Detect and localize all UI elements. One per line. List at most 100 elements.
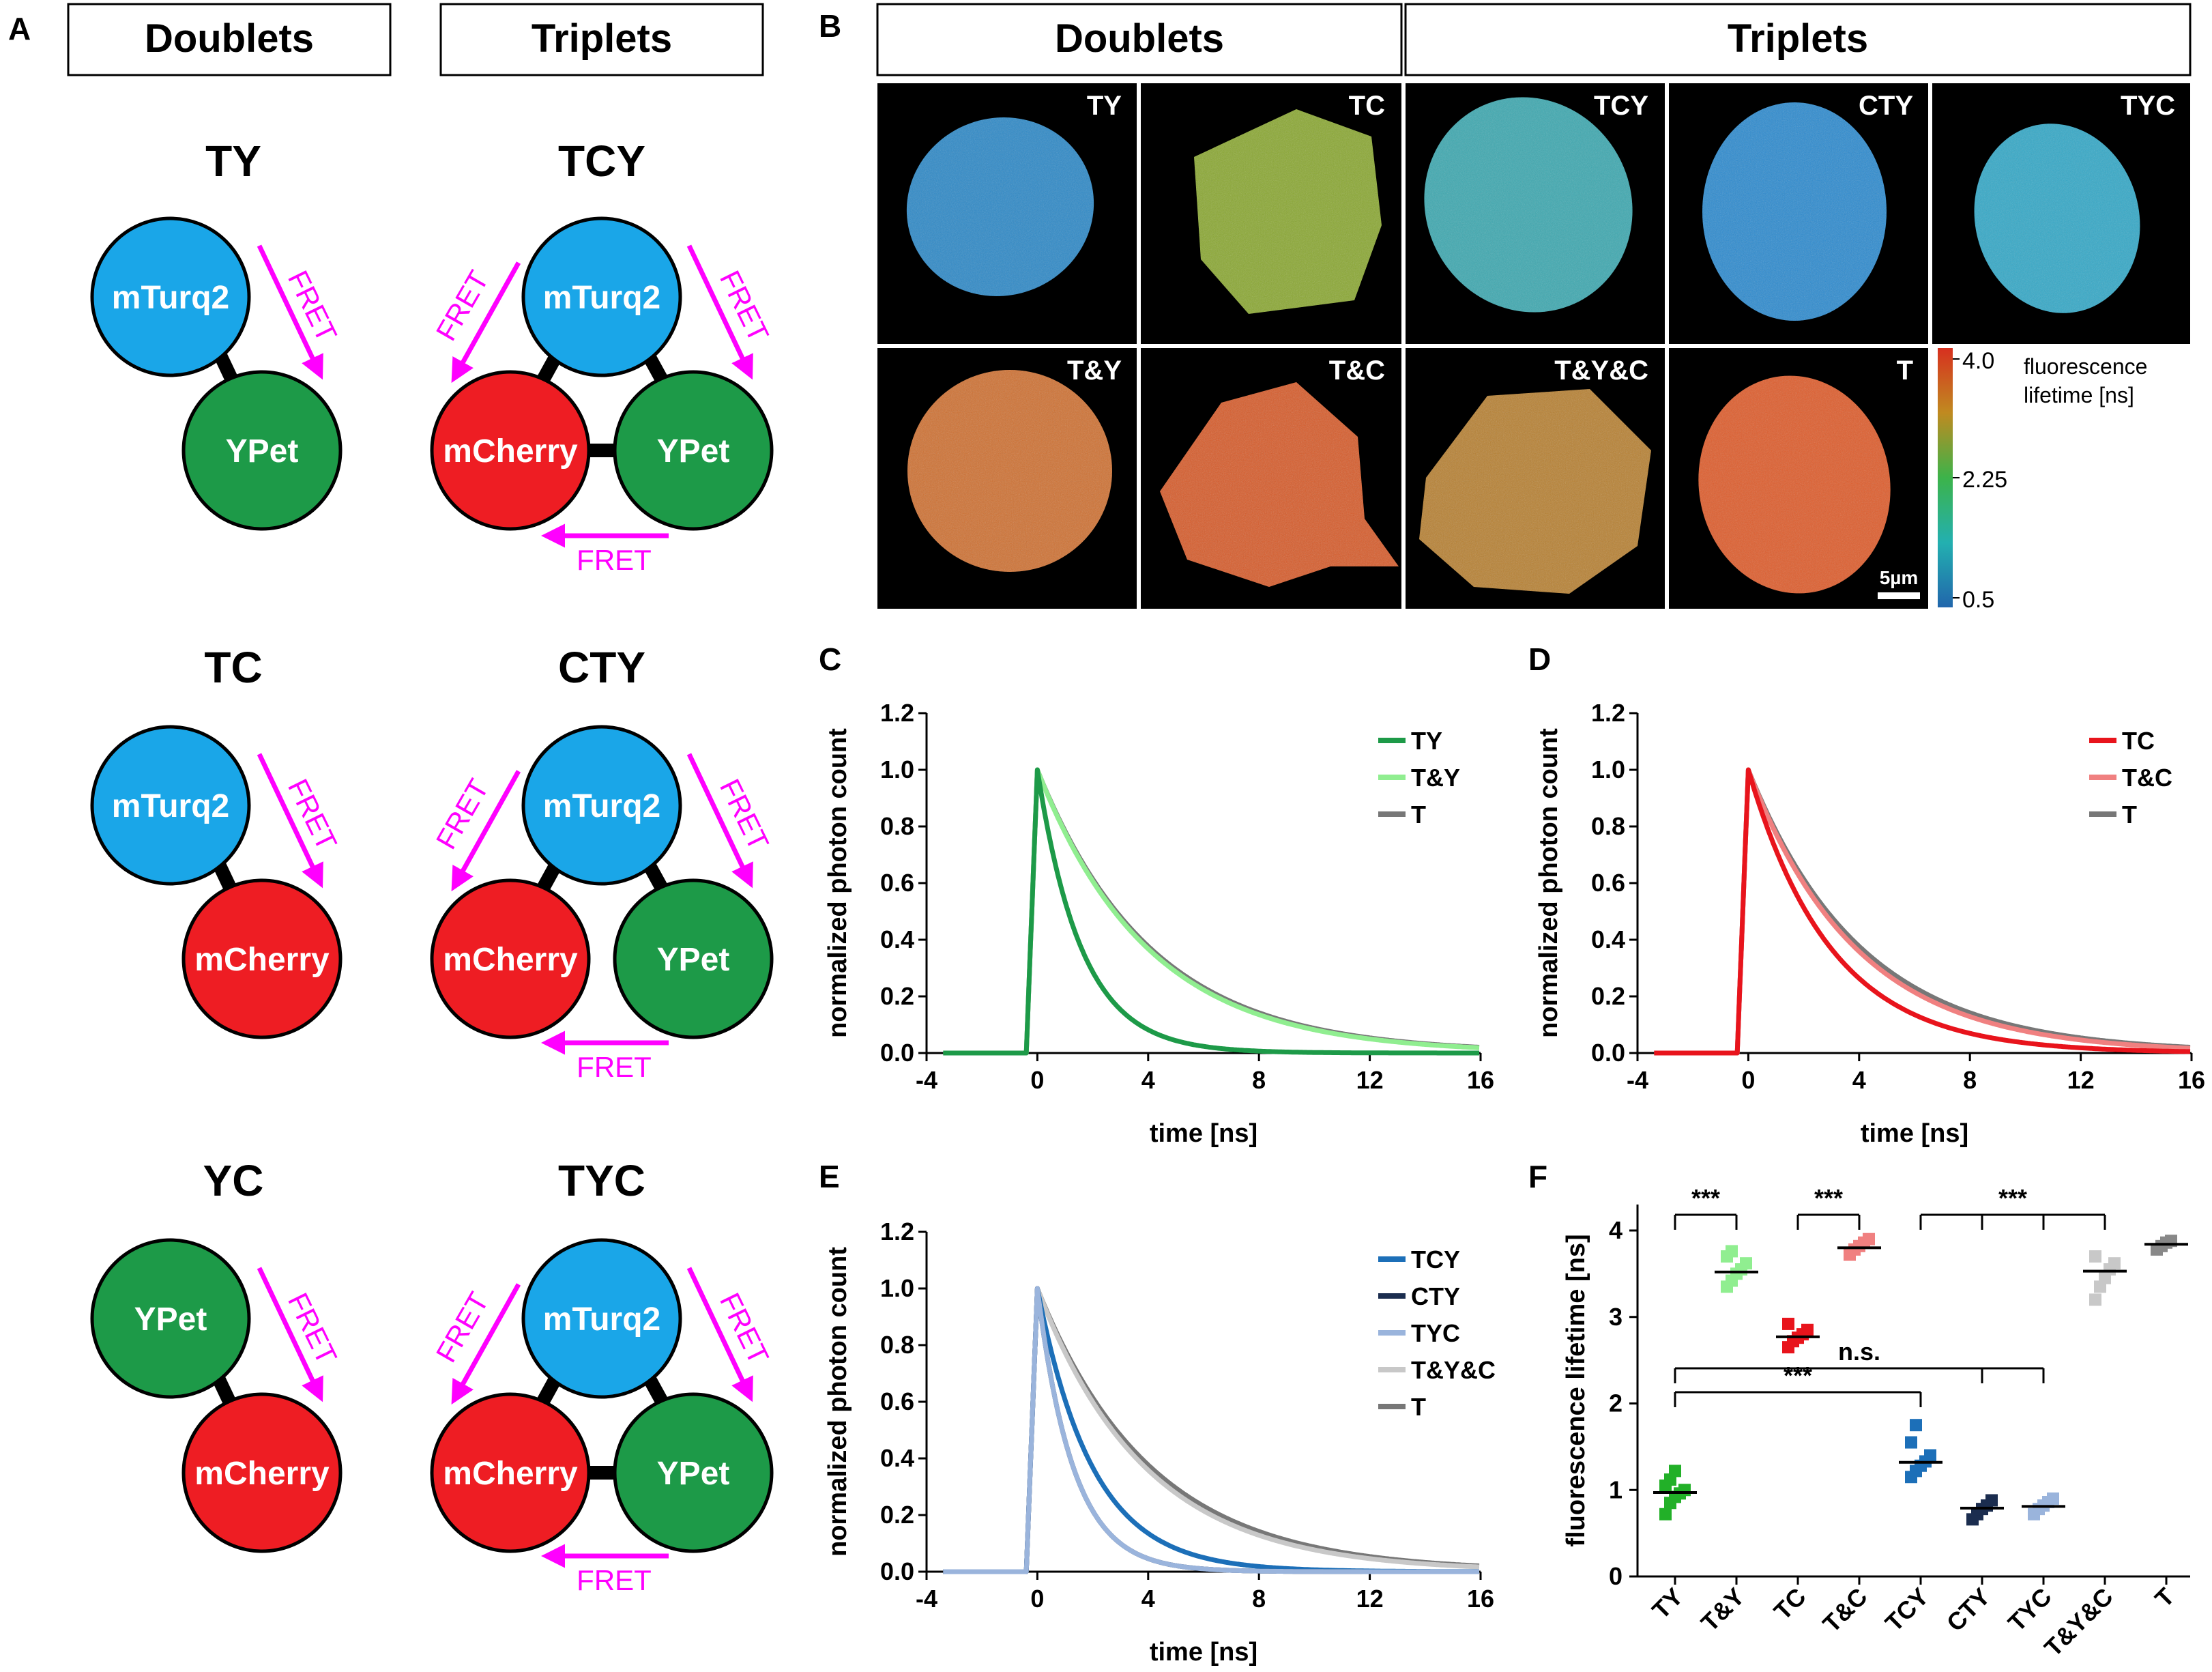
- microscopy-grid: TY TC TCY CTY TYC: [877, 83, 2190, 609]
- data-point: [2108, 1257, 2121, 1270]
- data-point: [1863, 1233, 1875, 1245]
- y-tick-label: 4: [1609, 1216, 1622, 1244]
- fret-label: FRET: [282, 774, 343, 855]
- x-tick-label: 12: [1356, 1066, 1384, 1094]
- y-tick-label: 3: [1609, 1303, 1622, 1331]
- x-tick-label: 4: [1141, 1066, 1155, 1094]
- cell-image-t-and-c: T&C: [1141, 348, 1401, 609]
- node-label: mTurq2: [543, 788, 660, 824]
- mcherry-node: [430, 1392, 591, 1553]
- y-tick-label: 1.2: [880, 1217, 914, 1245]
- y-tick-label: 0.8: [1591, 812, 1625, 840]
- series-line: [1653, 767, 2192, 1056]
- data-point: [1910, 1419, 1922, 1432]
- x-tick-label: -4: [916, 1066, 937, 1094]
- fret-label: FRET: [714, 265, 775, 347]
- doublets-header-box: Doublets: [67, 3, 392, 76]
- x-tick-label: 8: [1252, 1585, 1266, 1613]
- y-tick-label: 0.6: [880, 869, 914, 897]
- image-label: T&Y: [1067, 356, 1122, 386]
- x-tick-label: 4: [1852, 1066, 1866, 1094]
- node-label: mCherry: [194, 942, 330, 978]
- node-label: mCherry: [443, 433, 578, 470]
- y-tick-label: 0.2: [880, 1501, 914, 1529]
- node-label: YPet: [657, 942, 730, 978]
- image-label: TCY: [1594, 91, 1648, 121]
- fret-label: FRET: [577, 544, 652, 576]
- fret-arrow: [686, 244, 753, 380]
- data-point: [1740, 1257, 1752, 1270]
- x-tick-label: T&C: [1817, 1583, 1872, 1638]
- cell-image-tyc: TYC: [1932, 83, 2190, 344]
- legend-label: TC: [2122, 727, 2155, 755]
- node-label: YPet: [657, 1456, 730, 1492]
- x-tick-label: 0: [1030, 1585, 1044, 1613]
- legend-label: T&Y: [1411, 764, 1460, 792]
- x-tick-label: -4: [916, 1585, 937, 1613]
- data-point: [2089, 1250, 2101, 1263]
- x-tick-label: 0: [1741, 1066, 1755, 1094]
- data-point: [1659, 1508, 1672, 1520]
- colorbar-title: fluorescence: [2024, 354, 2147, 379]
- colorbar-title: lifetime [ns]: [2024, 383, 2134, 407]
- colorbar-tick: 4.0: [1962, 348, 1994, 374]
- construct-tc: TC mTurq2 mCherry FRET: [90, 643, 343, 1039]
- fret-label: FRET: [430, 265, 495, 346]
- colorbar: 4.0 2.25 0.5 fluorescence lifetime [ns]: [1938, 348, 2147, 613]
- legend-label: CTY: [1411, 1282, 1460, 1310]
- x-tick-label: TY: [1646, 1583, 1689, 1625]
- fret-arrow: [451, 261, 521, 384]
- node-label: mCherry: [194, 1456, 330, 1492]
- panel-letter-a: A: [8, 11, 31, 46]
- y-tick-label: 0.0: [880, 1039, 914, 1067]
- x-tick-label: 0: [1030, 1066, 1044, 1094]
- x-tick-label: 8: [1252, 1066, 1266, 1094]
- x-axis-label: time [ns]: [1150, 1119, 1257, 1148]
- node-label: YPet: [134, 1301, 207, 1338]
- triplets-header-box: Triplets: [439, 3, 764, 76]
- x-tick-label: 8: [1963, 1066, 1977, 1094]
- legend-label: T&Y&C: [1411, 1356, 1496, 1384]
- fret-arrow: [257, 753, 323, 889]
- node-label: mTurq2: [543, 1301, 660, 1338]
- construct-title: TCY: [558, 136, 645, 186]
- mturq2-node: [521, 216, 682, 377]
- fret-label: FRET: [282, 265, 343, 347]
- image-label: TC: [1349, 91, 1385, 121]
- y-axis-label: normalized photon count: [824, 728, 852, 1038]
- b-triplets-header: Triplets: [1728, 16, 1868, 61]
- b-doublets-header-box: Doublets: [876, 3, 1403, 76]
- chart-e: 0.0 0.2 0.4 0.6 0.8 1.0 1.2 -4 0 4 8 12 16 time [ns] n…: [824, 1217, 1496, 1667]
- triplets-header: Triplets: [532, 16, 672, 61]
- image-label: TY: [1087, 91, 1122, 121]
- cell-image-t-and-y: T&Y: [877, 348, 1137, 609]
- fret-label: FRET: [430, 1287, 495, 1368]
- node-label: mTurq2: [112, 788, 229, 824]
- image-label: CTY: [1859, 91, 1913, 121]
- fret-label: FRET: [714, 774, 775, 855]
- chart-c: 0.0 0.2 0.4 0.6 0.8 1.0 1.2 -4 0 4 8 12 16 time [ns] n…: [824, 699, 1494, 1148]
- x-axis-label: time [ns]: [1861, 1119, 1968, 1148]
- image-label: T: [1897, 356, 1913, 386]
- mturq2-node: [90, 216, 251, 377]
- series-line: [942, 1286, 1481, 1574]
- y-tick-label: 1.0: [880, 755, 914, 783]
- construct-title: TYC: [558, 1156, 645, 1205]
- y-tick-label: 0.8: [880, 812, 914, 840]
- node-label: mTurq2: [112, 280, 229, 316]
- x-tick-label: T&Y&C: [2039, 1583, 2119, 1662]
- construct-yc: YC YPet mCherry FRET: [90, 1156, 343, 1553]
- x-tick-label: T&Y: [1696, 1583, 1750, 1637]
- data-point: [1678, 1484, 1691, 1497]
- fret-arrow: [257, 244, 323, 380]
- node-label: mTurq2: [543, 280, 660, 316]
- x-tick-label: TCY: [1880, 1583, 1934, 1637]
- y-tick-label: 0.6: [1591, 869, 1625, 897]
- ypet-node: [613, 878, 774, 1039]
- x-tick-label: 4: [1141, 1585, 1155, 1613]
- ypet-node: [90, 1238, 251, 1399]
- y-tick-label: 1: [1609, 1475, 1622, 1503]
- y-axis-label: normalized photon count: [1534, 728, 1563, 1038]
- x-tick-label: 12: [2067, 1066, 2095, 1094]
